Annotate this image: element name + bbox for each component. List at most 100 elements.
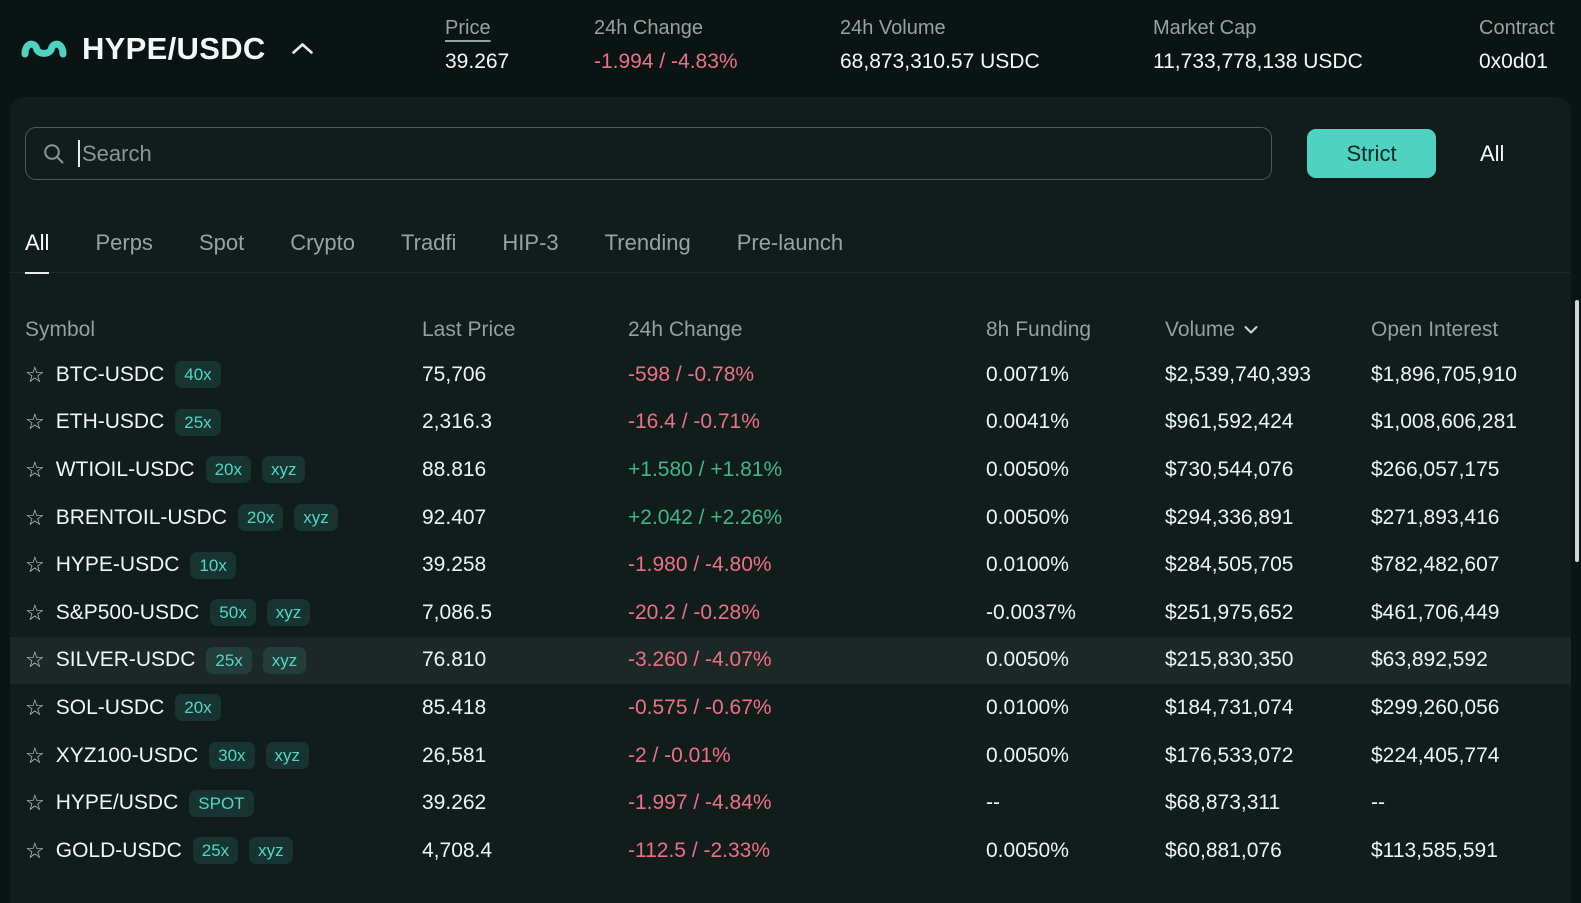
column-label: Symbol bbox=[25, 318, 96, 341]
volume: $2,539,740,393 bbox=[1165, 362, 1311, 386]
stat-volume-24h: 24h Volume 68,873,310.57 USDC bbox=[840, 17, 1040, 74]
tab-crypto[interactable]: Crypto bbox=[290, 230, 355, 255]
table-row[interactable]: ☆ SILVER-USDC 25x xyz 76.810 -3.260 / -4.07% 0… bbox=[10, 636, 1571, 685]
tab-perps[interactable]: Perps bbox=[95, 230, 153, 255]
filter-button-strict[interactable]: Strict bbox=[1307, 129, 1436, 178]
open-interest: $1,008,606,281 bbox=[1371, 410, 1517, 434]
table-row[interactable]: ☆ ETH-USDC 25x 2,316.3 -16.4 / -0.71% 0.0041%… bbox=[10, 399, 1571, 447]
search-box[interactable] bbox=[25, 127, 1272, 180]
open-interest: $782,482,607 bbox=[1371, 553, 1500, 577]
symbol-label: SOL-USDC bbox=[55, 695, 165, 719]
volume: $60,881,076 bbox=[1165, 838, 1282, 862]
table-row[interactable]: ☆ XYZ100-USDC 30x xyz 26,581 -2 / -0.01% 0.005… bbox=[10, 732, 1571, 780]
funding-8h: 0.0050% bbox=[986, 457, 1069, 481]
scrollbar-thumb[interactable] bbox=[1575, 300, 1579, 562]
table-row[interactable]: ☆ BTC-USDC 40x 75,706 -598 / -0.78% 0.0071% $2… bbox=[10, 351, 1571, 399]
column-header-volume[interactable]: Volume bbox=[1165, 318, 1371, 342]
favorite-star-icon[interactable]: ☆ bbox=[25, 409, 45, 435]
favorite-star-icon[interactable]: ☆ bbox=[25, 552, 45, 578]
open-interest: $113,585,591 bbox=[1371, 838, 1498, 862]
stat-value: -1.994 / -4.83% bbox=[594, 50, 738, 73]
badge-xyz: xyz bbox=[266, 599, 311, 627]
funding-8h: 0.0050% bbox=[986, 505, 1069, 529]
column-header-8h-funding[interactable]: 8h Funding bbox=[986, 318, 1165, 342]
stat-value: 0x0d01 bbox=[1479, 50, 1548, 73]
filter-button-all[interactable]: All bbox=[1450, 129, 1534, 178]
tab-trending[interactable]: Trending bbox=[604, 230, 691, 255]
funding-8h: 0.0050% bbox=[986, 838, 1069, 862]
tab-tradfi[interactable]: Tradfi bbox=[401, 230, 457, 255]
search-row: Strict All bbox=[10, 97, 1571, 180]
funding-8h: 0.0071% bbox=[986, 362, 1069, 386]
column-label: Volume bbox=[1165, 318, 1236, 341]
table-row[interactable]: ☆ GOLD-USDC 25x xyz 4,708.4 -112.5 / -2.33% 0.… bbox=[10, 827, 1571, 875]
pair-block: HYPE/USDC bbox=[21, 0, 314, 97]
change-24h: -2 / -0.01% bbox=[628, 743, 731, 767]
symbol-label: BTC-USDC bbox=[55, 362, 165, 386]
badge-xyz: xyz bbox=[249, 837, 293, 865]
favorite-star-icon[interactable]: ☆ bbox=[25, 790, 45, 816]
stat-change-24h: 24h Change -1.994 / -4.83% bbox=[594, 17, 738, 74]
favorite-star-icon[interactable]: ☆ bbox=[25, 742, 45, 768]
search-input[interactable] bbox=[82, 140, 1255, 167]
favorite-star-icon[interactable]: ☆ bbox=[25, 361, 45, 387]
favorite-star-icon[interactable]: ☆ bbox=[25, 504, 45, 530]
last-price: 92.407 bbox=[422, 505, 487, 529]
last-price: 7,086.5 bbox=[422, 600, 493, 624]
tab-hip-3[interactable]: HIP-3 bbox=[502, 230, 559, 255]
table-row[interactable]: ☆ SOL-USDC 20x 85.418 -0.575 / -0.67% 0.0100%… bbox=[10, 684, 1571, 732]
open-interest: $266,057,175 bbox=[1371, 457, 1500, 481]
tab-pre-launch[interactable]: Pre-launch bbox=[736, 230, 844, 255]
favorite-star-icon[interactable]: ☆ bbox=[25, 599, 45, 625]
topbar: HYPE/USDC Price 39.267 24h Change -1.994 / … bbox=[0, 0, 1581, 97]
favorite-star-icon[interactable]: ☆ bbox=[25, 837, 45, 863]
open-interest: -- bbox=[1371, 791, 1385, 815]
funding-8h: 0.0100% bbox=[986, 553, 1069, 577]
change-24h: +1.580 / +1.81% bbox=[628, 457, 783, 481]
stat-label: 24h Change bbox=[594, 17, 703, 39]
chevron-up-icon[interactable] bbox=[291, 42, 314, 55]
badge-25x: 25x bbox=[192, 837, 239, 865]
change-24h: -20.2 / -0.28% bbox=[628, 600, 760, 624]
table-row[interactable]: ☆ WTIOIL-USDC 20x xyz 88.816 +1.580 / +1.81% 0… bbox=[10, 446, 1571, 494]
search-filter-buttons: Strict All bbox=[1272, 129, 1534, 178]
symbol-label: HYPE/USDC bbox=[55, 791, 179, 815]
table-row[interactable]: ☆ BRENTOIL-USDC 20x xyz 92.407 +2.042 / +2.26… bbox=[10, 494, 1571, 542]
badge-20x: 20x bbox=[237, 504, 284, 532]
search-icon bbox=[42, 142, 65, 165]
favorite-star-icon[interactable]: ☆ bbox=[25, 647, 45, 673]
symbol-cell: ☆ S&P500-USDC 50x xyz bbox=[25, 599, 422, 627]
symbol-label: GOLD-USDC bbox=[55, 838, 182, 862]
symbol-label: XYZ100-USDC bbox=[55, 743, 199, 767]
change-24h: -3.260 / -4.07% bbox=[628, 648, 772, 672]
token-selector-panel: Strict All All Perps Spot Crypto Tradfi HIP-3 T… bbox=[10, 97, 1571, 903]
funding-8h: -0.0037% bbox=[986, 600, 1076, 624]
symbol-cell: ☆ WTIOIL-USDC 20x xyz bbox=[25, 456, 422, 484]
table-row[interactable]: ☆ HYPE/USDC SPOT 39.262 -1.997 / -4.84% -- $68… bbox=[10, 779, 1571, 827]
symbol-label: SILVER-USDC bbox=[55, 648, 196, 672]
tab-all[interactable]: All bbox=[25, 230, 49, 272]
tab-spot[interactable]: Spot bbox=[198, 230, 245, 255]
table-row[interactable]: ☆ HYPE-USDC 10x 39.258 -1.980 / -4.80% 0.0100… bbox=[10, 541, 1571, 589]
column-header-open-interest[interactable]: Open Interest bbox=[1371, 318, 1571, 342]
favorite-star-icon[interactable]: ☆ bbox=[25, 694, 45, 720]
change-24h: -1.997 / -4.84% bbox=[628, 791, 772, 815]
column-label: Last Price bbox=[422, 318, 516, 341]
column-header-symbol[interactable]: Symbol bbox=[25, 318, 422, 342]
volume: $294,336,891 bbox=[1165, 505, 1294, 529]
badge-25x: 25x bbox=[206, 646, 252, 674]
badge-spot: SPOT bbox=[189, 789, 254, 817]
column-label: 8h Funding bbox=[986, 318, 1092, 341]
favorite-star-icon[interactable]: ☆ bbox=[25, 456, 45, 482]
volume: $284,505,705 bbox=[1165, 553, 1294, 577]
open-interest: $461,706,449 bbox=[1371, 600, 1500, 624]
stat-label: Contract bbox=[1479, 17, 1555, 39]
open-interest: $1,896,705,910 bbox=[1371, 362, 1517, 386]
column-header-last-price[interactable]: Last Price bbox=[422, 318, 628, 342]
badge-50x: 50x bbox=[210, 599, 256, 627]
symbol-cell: ☆ SILVER-USDC 25x xyz bbox=[25, 646, 422, 674]
last-price: 2,316.3 bbox=[422, 410, 493, 434]
volume: $730,544,076 bbox=[1165, 457, 1294, 481]
column-header-24h-change[interactable]: 24h Change bbox=[628, 318, 986, 342]
table-row[interactable]: ☆ S&P500-USDC 50x xyz 7,086.5 -20.2 / -0.28% -… bbox=[10, 589, 1571, 637]
